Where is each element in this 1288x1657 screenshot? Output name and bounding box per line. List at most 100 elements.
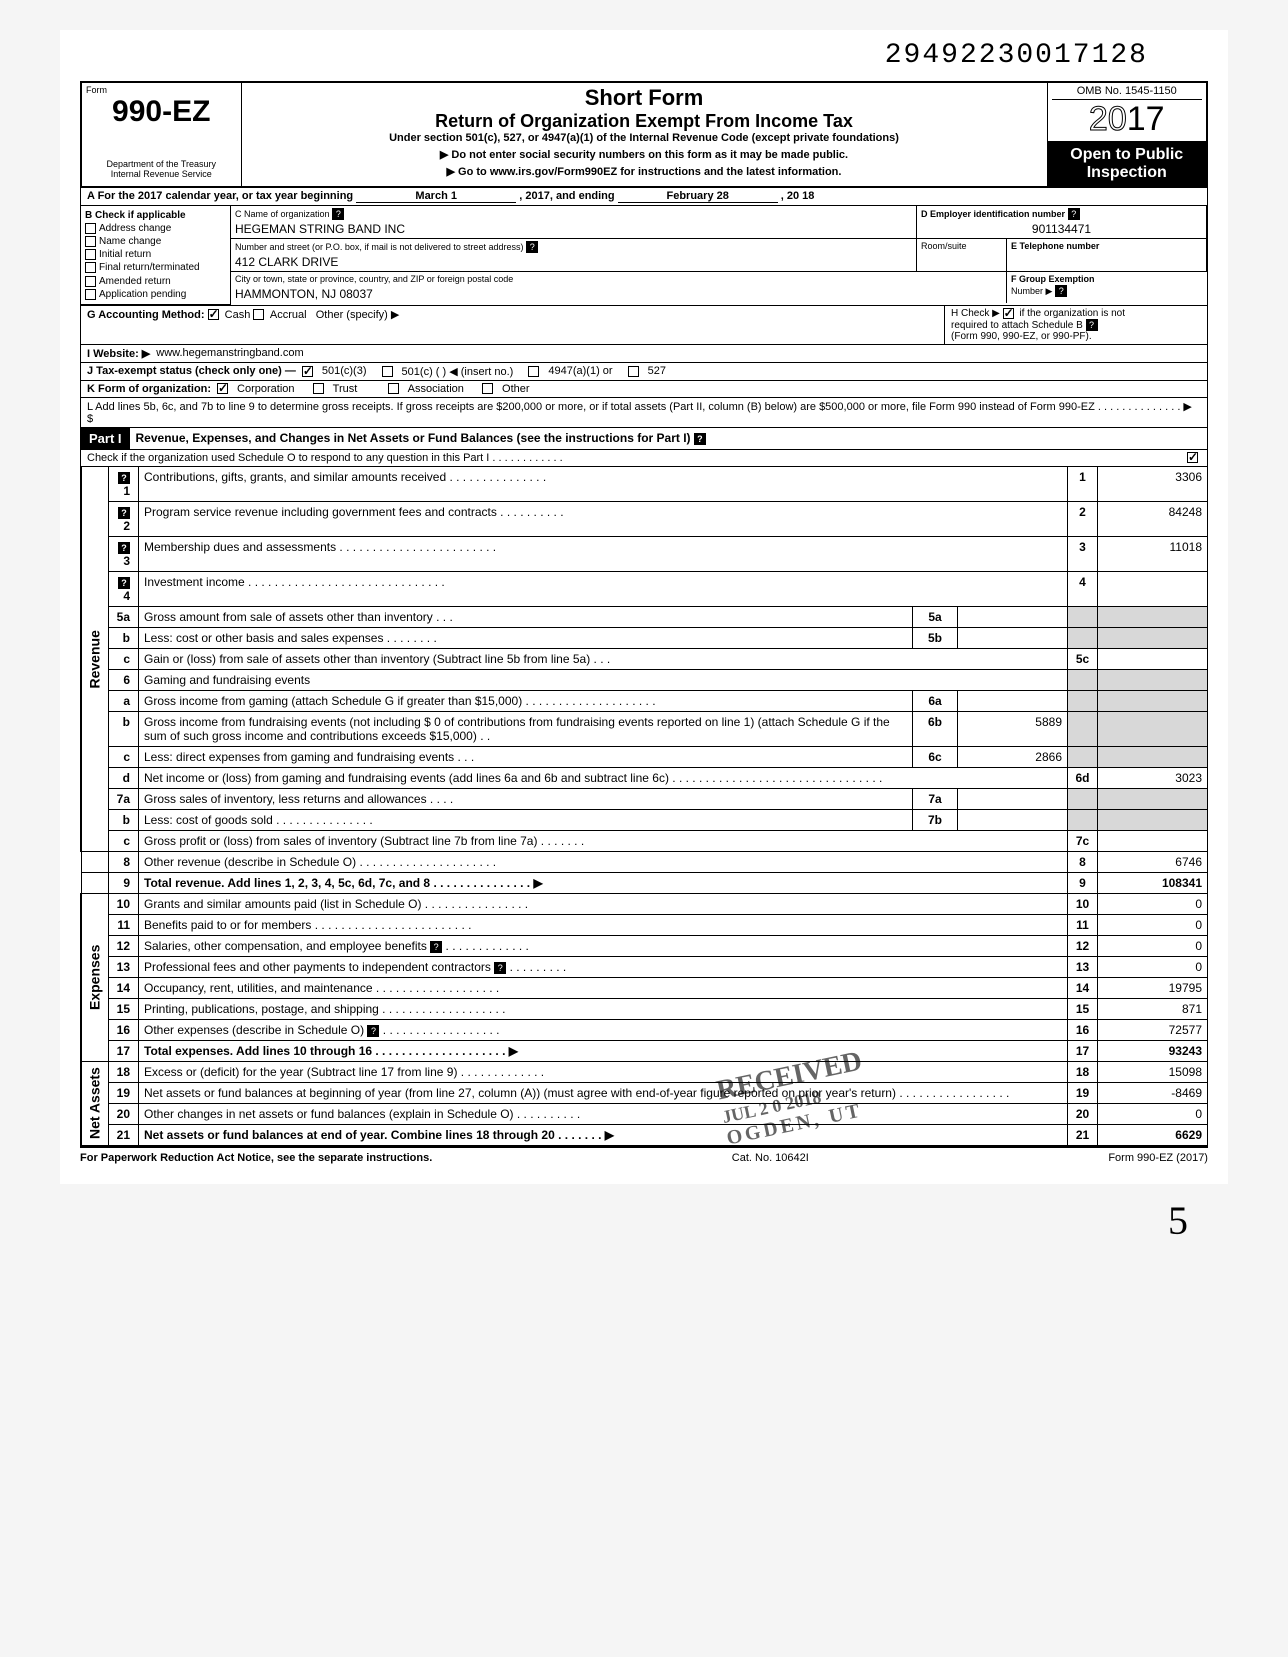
lines-table: Revenue ? 1 Contributions, gifts, grants…	[80, 467, 1208, 1146]
cb-accrual[interactable]	[253, 309, 264, 320]
cb-501c[interactable]	[382, 366, 393, 377]
ln6c-shade2	[1098, 746, 1208, 767]
help-icon[interactable]: ?	[118, 507, 130, 519]
ln17-a: 93243	[1098, 1040, 1208, 1061]
row-j-exempt: J Tax-exempt status (check only one) — 5…	[80, 363, 1208, 381]
ln6c-sv: 2866	[958, 746, 1068, 767]
cb-527[interactable]	[628, 366, 639, 377]
ln13-a: 0	[1098, 956, 1208, 977]
ln10-d: Grants and similar amounts paid (list in…	[139, 893, 1068, 914]
ln6d-n: d	[109, 767, 139, 788]
ln6b-sc: 6b	[913, 711, 958, 746]
ln15-n: 15	[109, 998, 139, 1019]
info-grid: B Check if applicable Address change Nam…	[80, 206, 1208, 306]
ln6d-a: 3023	[1098, 767, 1208, 788]
ln18-c: 18	[1068, 1061, 1098, 1082]
ln11-n: 11	[109, 914, 139, 935]
ln6a-shade	[1068, 690, 1098, 711]
ln7b-sc: 7b	[913, 809, 958, 830]
ln6a-sv	[958, 690, 1068, 711]
rowA-tail: , 20 18	[781, 190, 815, 202]
title-under: Under section 501(c), 527, or 4947(a)(1)…	[246, 132, 1043, 144]
ln20-a: 0	[1098, 1103, 1208, 1124]
ln5a-shade	[1068, 606, 1098, 627]
ln18-a: 15098	[1098, 1061, 1208, 1082]
ln5b-n: b	[109, 627, 139, 648]
help-icon[interactable]: ?	[694, 433, 706, 445]
ln10-a: 0	[1098, 893, 1208, 914]
ln18-d: Excess or (deficit) for the year (Subtra…	[139, 1061, 1068, 1082]
ln6a-d: Gross income from gaming (attach Schedul…	[139, 690, 913, 711]
box-b: B Check if applicable Address change Nam…	[81, 206, 231, 305]
phone-value	[1011, 252, 1202, 254]
part1-check-text: Check if the organization used Schedule …	[87, 452, 563, 464]
lbl-trust: Trust	[333, 383, 358, 395]
rowK-label: K Form of organization:	[87, 383, 211, 395]
help-icon[interactable]: ?	[1055, 285, 1067, 297]
help-icon[interactable]: ?	[367, 1025, 379, 1037]
form-prefix: Form	[86, 85, 237, 95]
ln8-n: 8	[109, 851, 139, 872]
ln6b-sv: 5889	[958, 711, 1068, 746]
street-value: 412 CLARK DRIVE	[235, 253, 912, 269]
rowL-text: L Add lines 5b, 6c, and 7b to line 9 to …	[87, 400, 1201, 425]
box-d: D Employer identification number ? 90113…	[917, 206, 1207, 239]
ln17-c: 17	[1068, 1040, 1098, 1061]
cb-trust[interactable]	[313, 383, 324, 394]
ln1-a: 3306	[1098, 467, 1208, 502]
rowJ-label: J Tax-exempt status (check only one) —	[87, 365, 296, 377]
ln16-a: 72577	[1098, 1019, 1208, 1040]
cb-application-pending[interactable]	[85, 289, 96, 300]
cb-501c3[interactable]	[302, 366, 313, 377]
ln7b-n: b	[109, 809, 139, 830]
help-icon[interactable]: ?	[118, 542, 130, 554]
help-icon[interactable]: ?	[1068, 208, 1080, 220]
cb-schedule-o[interactable]	[1187, 452, 1198, 463]
cb-association[interactable]	[388, 383, 399, 394]
side-netassets: Net Assets	[81, 1061, 109, 1145]
help-icon[interactable]: ?	[494, 962, 506, 974]
cb-other-org[interactable]	[482, 383, 493, 394]
part1-title: Revenue, Expenses, and Changes in Net As…	[130, 428, 1207, 449]
ln5b-shade	[1068, 627, 1098, 648]
ln12-n: 12	[109, 935, 139, 956]
ln5b-shade2	[1098, 627, 1208, 648]
cb-address-change[interactable]	[85, 223, 96, 234]
rowA-mid: , 2017, and ending	[519, 190, 614, 202]
help-icon[interactable]: ?	[118, 472, 130, 484]
footer: For Paperwork Reduction Act Notice, see …	[80, 1146, 1208, 1164]
help-icon[interactable]: ?	[1086, 319, 1098, 331]
help-icon[interactable]: ?	[526, 241, 538, 253]
ln2-a: 84248	[1098, 501, 1208, 536]
cb-initial-return[interactable]	[85, 249, 96, 260]
ln6b-shade	[1068, 711, 1098, 746]
ln7c-a	[1098, 830, 1208, 851]
box-c-street: Number and street (or P.O. box, if mail …	[231, 239, 917, 272]
lbl-association: Association	[408, 383, 464, 395]
title-arrow2: ▶ Go to www.irs.gov/Form990EZ for instru…	[246, 165, 1043, 178]
ln15-d: Printing, publications, postage, and shi…	[139, 998, 1068, 1019]
ln4-a	[1098, 571, 1208, 606]
cb-final-return[interactable]	[85, 262, 96, 273]
cb-corporation[interactable]	[217, 383, 228, 394]
footer-mid: Cat. No. 10642I	[732, 1152, 809, 1164]
ln9-a: 108341	[1098, 872, 1208, 893]
cb-4947[interactable]	[528, 366, 539, 377]
form-page: 29492230017128 Form 990-EZ Department of…	[60, 30, 1228, 1184]
cb-name-change[interactable]	[85, 236, 96, 247]
cb-cash[interactable]	[208, 309, 219, 320]
cb-amended-return[interactable]	[85, 276, 96, 287]
row-gh: G Accounting Method: Cash Accrual Other …	[80, 306, 1208, 345]
help-icon[interactable]: ?	[118, 577, 130, 589]
omb-number: OMB No. 1545-1150	[1052, 85, 1203, 100]
rowA-begin: March 1	[356, 190, 516, 203]
form-number: 990-EZ	[86, 95, 237, 129]
ln13-d: Professional fees and other payments to …	[144, 960, 491, 974]
help-icon[interactable]: ?	[332, 208, 344, 220]
ln6b-shade2	[1098, 711, 1208, 746]
cb-schedule-b[interactable]	[1003, 308, 1014, 319]
ln1-c: 1	[1068, 467, 1098, 502]
help-icon[interactable]: ?	[430, 941, 442, 953]
ln21-c: 21	[1068, 1124, 1098, 1145]
ln6-shade2	[1098, 669, 1208, 690]
